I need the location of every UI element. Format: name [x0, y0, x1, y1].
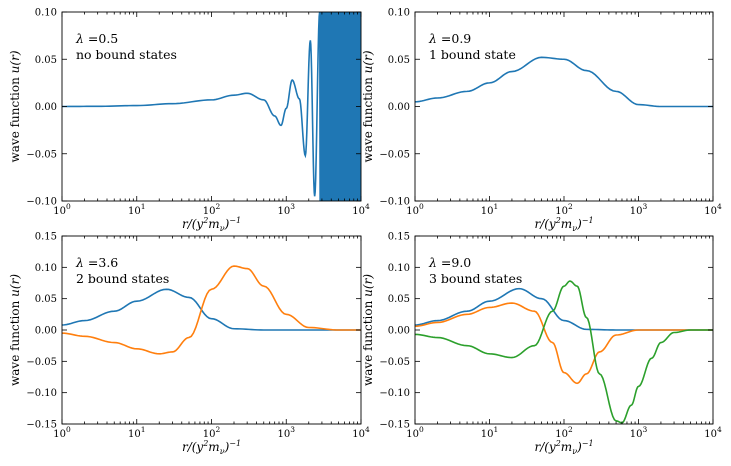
y-tick-label: 0.05	[35, 55, 57, 66]
bound-states-annotation: no bound states	[76, 47, 177, 62]
x-axis-label: r/(y2mν)−1	[182, 216, 241, 233]
lambda-annotation: λ =3.6	[75, 255, 118, 270]
y-tick-label: −0.05	[26, 357, 57, 368]
x-tick-label: 104	[704, 202, 722, 217]
y-tick-label: 0.00	[388, 326, 410, 337]
series-line-1	[415, 302, 713, 385]
y-tick-label: −0.10	[379, 388, 410, 399]
y-tick-label: 0.00	[388, 102, 410, 113]
x-tick-label: 100	[406, 425, 424, 440]
series-line-2	[415, 280, 713, 424]
plot-area	[62, 265, 361, 355]
panel-lambda-0-5: 100 101 102 103 104 −0.10 −0.05 0.00 0.05 0.10 r/(…	[8, 8, 370, 234]
y-axis-label: wave function u(r)	[8, 274, 22, 386]
lambda-annotation: λ =0.9	[428, 31, 471, 46]
x-axis-label: r/(y2mν)−1	[534, 439, 593, 456]
series-line-0	[62, 288, 361, 331]
x-tick-label: 101	[481, 202, 499, 217]
x-tick-label: 104	[352, 202, 370, 217]
x-tick-label: 100	[53, 202, 71, 217]
x-tick-label: 103	[630, 202, 648, 217]
y-axis-label: wave function u(r)	[361, 50, 375, 162]
y-tick-label: 0.10	[35, 263, 57, 274]
plot-area	[415, 56, 713, 108]
x-tick-label: 103	[630, 425, 648, 440]
x-tick-label: 100	[406, 202, 424, 217]
y-tick-label: 0.05	[35, 294, 57, 305]
x-tick-label: 102	[203, 202, 221, 217]
x-tick-label: 102	[203, 425, 221, 440]
series-line-0	[415, 56, 713, 108]
x-tick-label: 104	[704, 425, 722, 440]
x-tick-label: 100	[53, 425, 71, 440]
bound-states-annotation: 1 bound state	[429, 47, 516, 62]
x-tick-label: 101	[128, 202, 146, 217]
panel-lambda-3-6: 100 101 102 103 104 −0.15 −0.10 −0.05 0.00 0.05 0.…	[8, 232, 370, 457]
series-line-0	[62, 12, 361, 201]
y-tick-label: 0.05	[388, 294, 410, 305]
y-tick-label: 0.10	[35, 8, 57, 19]
y-tick-label: 0.15	[388, 232, 410, 243]
x-tick-label: 102	[555, 425, 573, 440]
x-axis-label: r/(y2mν)−1	[534, 216, 593, 233]
x-tick-label: 102	[555, 202, 573, 217]
lambda-annotation: λ =9.0	[428, 255, 471, 270]
y-tick-label: −0.05	[26, 149, 57, 160]
bound-states-annotation: 2 bound states	[76, 271, 169, 286]
x-tick-label: 101	[481, 425, 499, 440]
y-tick-label: −0.10	[379, 197, 410, 208]
y-tick-label: −0.15	[26, 420, 57, 431]
x-tick-label: 104	[352, 425, 370, 440]
y-tick-label: 0.00	[35, 326, 57, 337]
y-tick-label: −0.10	[26, 388, 57, 399]
bound-states-annotation: 3 bound states	[429, 271, 522, 286]
x-tick-label: 103	[277, 425, 295, 440]
y-tick-label: 0.10	[388, 8, 410, 19]
y-tick-label: −0.10	[26, 197, 57, 208]
plot-area	[62, 12, 361, 201]
plot-area	[415, 280, 713, 424]
series-line-1	[62, 265, 361, 355]
series-line-0	[415, 287, 713, 331]
y-tick-label: −0.05	[379, 357, 410, 368]
y-tick-label: 0.15	[35, 232, 57, 243]
panel-lambda-9-0: 100 101 102 103 104 −0.15 −0.10 −0.05 0.00 0.05 0.…	[361, 232, 722, 457]
y-tick-label: 0.05	[388, 55, 410, 66]
y-tick-label: −0.05	[379, 149, 410, 160]
y-tick-label: −0.15	[379, 420, 410, 431]
x-tick-label: 101	[128, 425, 146, 440]
y-tick-label: 0.00	[35, 102, 57, 113]
lambda-annotation: λ =0.5	[75, 31, 118, 46]
x-axis-label: r/(y2mν)−1	[182, 439, 241, 456]
y-axis-label: wave function u(r)	[8, 50, 22, 162]
panel-lambda-0-9: 100 101 102 103 104 −0.10 −0.05 0.00 0.05 0.10 r/(…	[361, 8, 722, 234]
y-tick-label: 0.10	[388, 263, 410, 274]
x-tick-label: 103	[277, 202, 295, 217]
y-axis-label: wave function u(r)	[361, 274, 375, 386]
